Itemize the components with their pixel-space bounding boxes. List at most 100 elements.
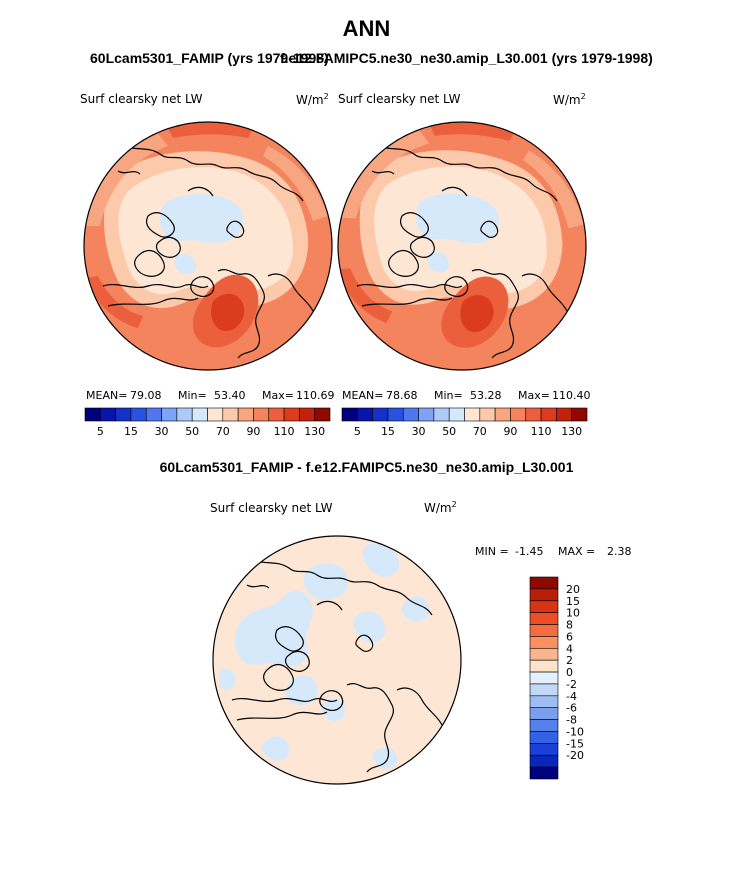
right-max-value: 110.40 bbox=[552, 389, 591, 402]
diff-min-value: -1.45 bbox=[515, 545, 543, 558]
colorbar-diff-tick-label: -15 bbox=[566, 737, 584, 750]
left-mean-label: MEAN= bbox=[86, 389, 127, 402]
colorbar-right-tick-label: 5 bbox=[354, 425, 361, 438]
diff-labels: Surf clearsky net LW W/m2 bbox=[210, 500, 457, 515]
colorbar-left-tick-label: 15 bbox=[124, 425, 138, 438]
left-variable-label: Surf clearsky net LW bbox=[80, 92, 203, 106]
diff-max-label: MAX = bbox=[558, 545, 595, 558]
right-max-label: Max= bbox=[518, 389, 550, 402]
diff-stats: MIN = -1.45 MAX = 2.38 bbox=[475, 545, 632, 558]
colorbar-right-tick-label: 30 bbox=[412, 425, 426, 438]
colorbar-right-swatch bbox=[479, 407, 496, 422]
colorbar-right-swatch bbox=[571, 407, 588, 422]
case-title-right: f.e12.FAMIPC5.ne30_ne30.amip_L30.001 (yr… bbox=[280, 50, 653, 66]
colorbar-left-tick-label: 90 bbox=[246, 425, 260, 438]
colorbar-left-swatch bbox=[314, 407, 331, 422]
colorbar-right-swatch bbox=[540, 407, 557, 422]
colorbar-diff-swatch bbox=[529, 588, 559, 602]
right-variable-label: Surf clearsky net LW bbox=[338, 92, 461, 106]
colorbar-left-swatch bbox=[100, 407, 116, 422]
colorbar-right-swatch bbox=[357, 407, 373, 422]
case-title-left: 60Lcam5301_FAMIP (yrs 1979-1998) bbox=[90, 50, 329, 66]
colorbar-diff-swatch bbox=[529, 647, 559, 661]
colorbar-left-swatch bbox=[299, 407, 315, 422]
diff-max-value: 2.38 bbox=[607, 545, 632, 558]
colorbar-left-swatch bbox=[191, 407, 208, 422]
colorbar-right-swatch bbox=[387, 407, 404, 422]
colorbar-diff-swatch bbox=[529, 659, 559, 673]
colorbar-left-swatch bbox=[237, 407, 254, 422]
colorbar-diff-swatch bbox=[529, 636, 559, 649]
colorbar-left-tick-label: 30 bbox=[155, 425, 169, 438]
colorbar-left-swatch bbox=[268, 407, 285, 422]
colorbar-diff-tick-label: 4 bbox=[566, 642, 573, 655]
left-min-value: 53.40 bbox=[214, 389, 246, 402]
left-max-value: 110.69 bbox=[296, 389, 335, 402]
colorbar-right-tick-label: 130 bbox=[561, 425, 582, 438]
colorbar-left-tick-label: 50 bbox=[185, 425, 199, 438]
colorbar-diff-swatch bbox=[529, 754, 559, 768]
colorbar-diff-swatch bbox=[529, 766, 559, 780]
map-left bbox=[83, 121, 333, 371]
right-min-label: Min= bbox=[434, 389, 463, 402]
colorbar-right-swatch bbox=[494, 407, 511, 422]
right-mean-label: MEAN= bbox=[342, 389, 383, 402]
colorbar-right-swatch bbox=[556, 407, 572, 422]
map-diff bbox=[212, 535, 462, 785]
diff-variable-label: Surf clearsky net LW bbox=[210, 501, 333, 515]
colorbar-diff-swatch bbox=[529, 731, 559, 744]
colorbar-diff-tick-label: 8 bbox=[566, 619, 573, 632]
colorbar-right: 5 15 30 50 70 90 110 130 bbox=[341, 407, 588, 438]
colorbar-right-swatch bbox=[402, 407, 419, 422]
diff-min-label: MIN = bbox=[475, 545, 509, 558]
colorbar-diff-tick-label: 15 bbox=[566, 595, 580, 608]
colorbar-diff-swatch bbox=[529, 576, 559, 590]
right-units-label: W/m2 bbox=[553, 92, 586, 107]
colorbar-right-tick-label: 110 bbox=[531, 425, 552, 438]
colorbar-right-swatch bbox=[372, 407, 389, 422]
colorbar-diff-swatch bbox=[529, 707, 559, 720]
diff-title: 60Lcam5301_FAMIP - f.e12.FAMIPC5.ne30_ne… bbox=[159, 459, 574, 475]
colorbar-right-swatch bbox=[341, 407, 358, 422]
colorbar-left-tick-label: 70 bbox=[216, 425, 230, 438]
colorbar-left-swatch bbox=[84, 407, 101, 422]
colorbar-right-tick-label: 70 bbox=[473, 425, 487, 438]
right-stats: MEAN= 78.68 Min= 53.28 Max= 110.40 bbox=[342, 389, 591, 402]
colorbar-diff-swatch bbox=[529, 612, 559, 625]
colorbar-diff-tick-label: 0 bbox=[566, 666, 573, 679]
colorbar-diff-swatch bbox=[529, 671, 559, 685]
figure-title: ANN bbox=[342, 16, 391, 41]
right-min-value: 53.28 bbox=[470, 389, 502, 402]
colorbar-left-swatch bbox=[130, 407, 147, 422]
colorbar-diff-swatch bbox=[529, 600, 559, 613]
colorbar-diff-tick-label: -20 bbox=[566, 749, 584, 762]
colorbar-left-tick-label: 130 bbox=[304, 425, 325, 438]
colorbar-diff-swatch bbox=[529, 624, 559, 637]
colorbar-left-swatch bbox=[161, 407, 178, 422]
left-max-label: Max= bbox=[262, 389, 294, 402]
map-right bbox=[337, 121, 587, 371]
colorbar-diff-tick-label: 10 bbox=[566, 607, 580, 620]
colorbar-right-swatch bbox=[510, 407, 527, 422]
colorbar-left-swatch bbox=[176, 407, 193, 422]
colorbar-right-tick-label: 15 bbox=[381, 425, 395, 438]
colorbar-left-tick-label: 110 bbox=[274, 425, 295, 438]
right-mean-value: 78.68 bbox=[386, 389, 418, 402]
colorbar-right-tick-label: 50 bbox=[442, 425, 456, 438]
colorbar-diff-swatch bbox=[529, 719, 559, 732]
colorbar-right-swatch bbox=[464, 407, 481, 422]
colorbar-diff-tick-label: 6 bbox=[566, 630, 573, 643]
colorbar-right-tick-label: 90 bbox=[503, 425, 517, 438]
colorbar-left-swatch bbox=[222, 407, 239, 422]
left-units-label: W/m2 bbox=[296, 92, 329, 107]
colorbar-diff-tick-label: -2 bbox=[566, 678, 577, 691]
colorbar-left: 5 15 30 50 70 90 110 130 bbox=[84, 407, 331, 438]
colorbar-diff-tick-label: 20 bbox=[566, 583, 580, 596]
colorbar-right-swatch bbox=[418, 407, 435, 422]
colorbar-diff-tick-label: 2 bbox=[566, 654, 573, 667]
colorbar-diff-tick-label: -6 bbox=[566, 702, 577, 715]
diff-units-label: W/m2 bbox=[424, 500, 457, 515]
colorbar-diff-tick-label: -8 bbox=[566, 714, 577, 727]
